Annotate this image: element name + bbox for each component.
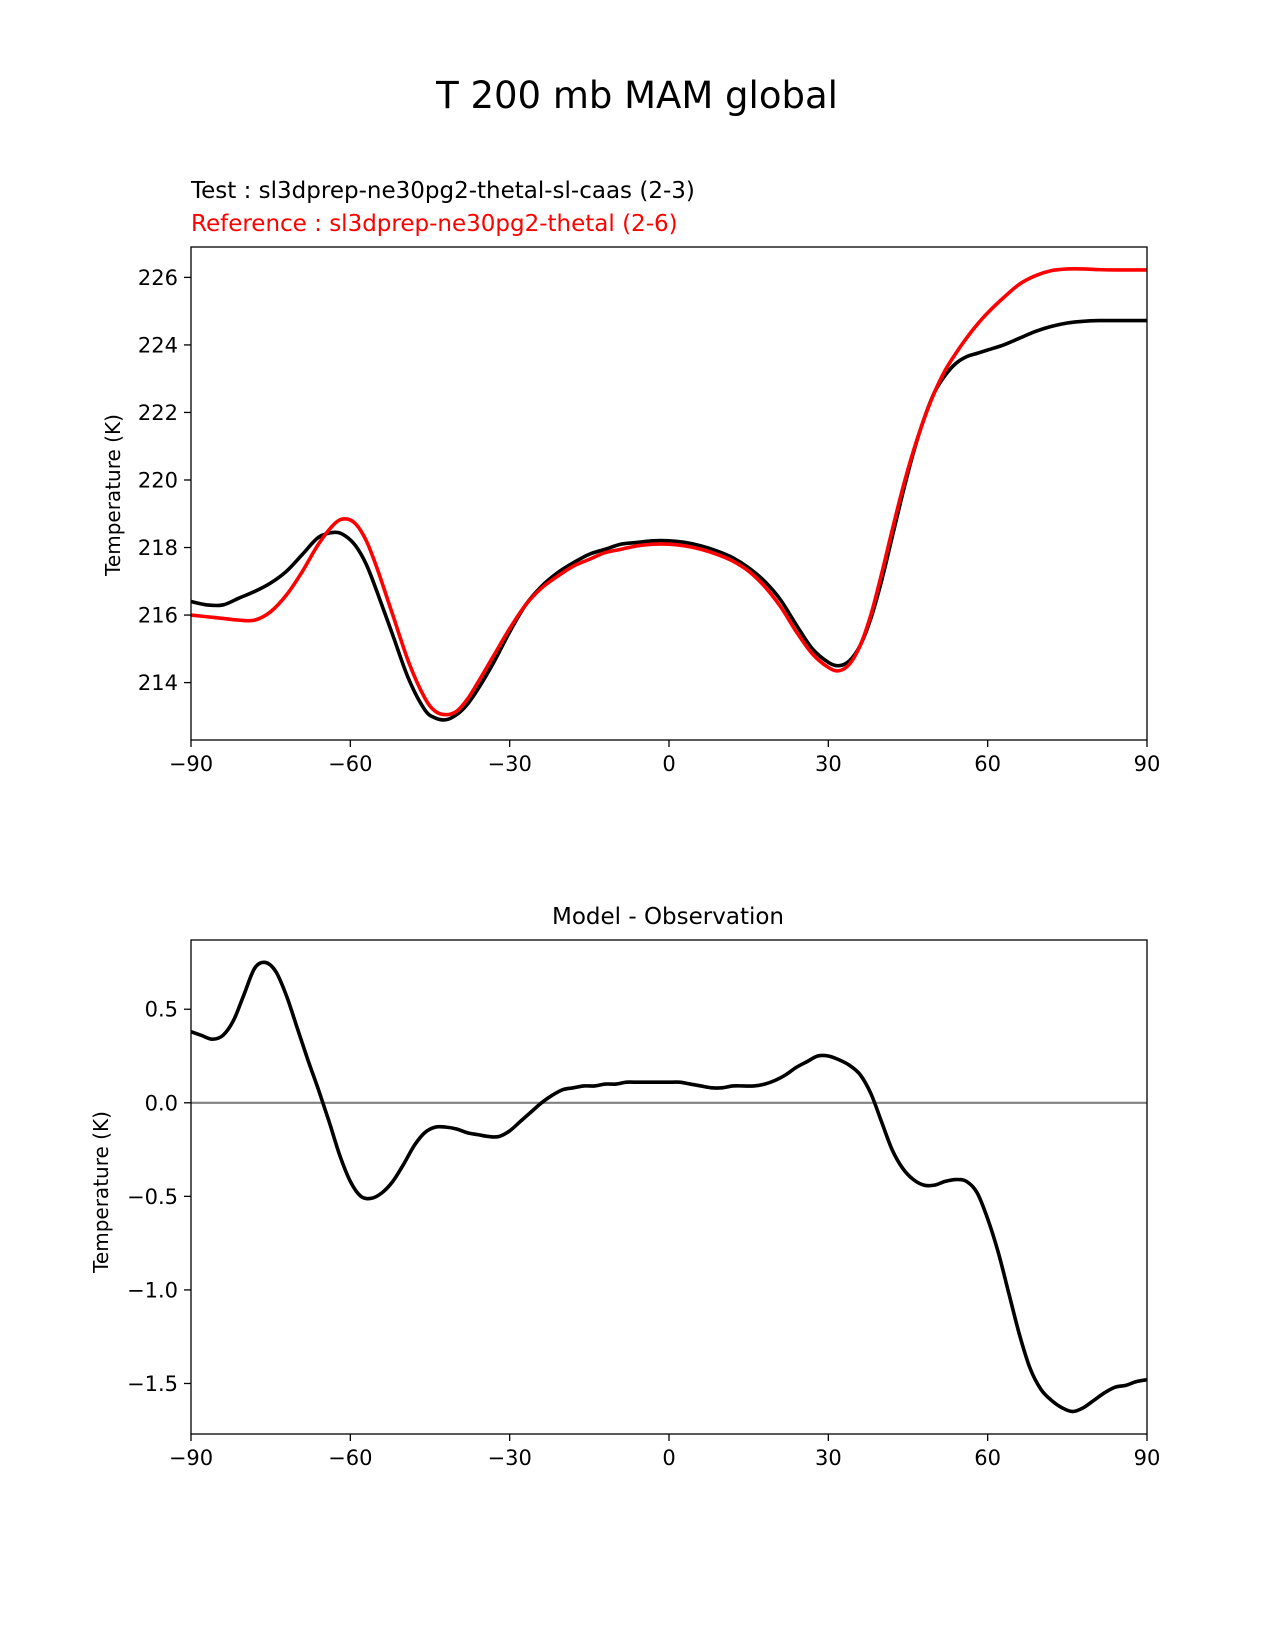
top-x-tick-label: −30 <box>488 752 532 776</box>
bottom-line-chart: Model - Observation Temperature (K) −90 −… <box>89 904 1160 1470</box>
top-y-tick-label: 222 <box>138 401 178 425</box>
top-y-tick-label: 224 <box>138 333 178 357</box>
bottom-x-tick-label: 30 <box>815 1446 842 1470</box>
top-x-tick-label: 30 <box>815 752 842 776</box>
bottom-plot-frame <box>190 939 1148 1435</box>
bottom-y-tick-label: 0.0 <box>145 1091 178 1115</box>
bottom-x-tick-label: −30 <box>488 1446 532 1470</box>
bottom-x-tick-label: 90 <box>1134 1446 1161 1470</box>
top-y-tick-label: 218 <box>138 536 178 560</box>
top-x-tick-label: 90 <box>1134 752 1161 776</box>
top-x-tick-label: 60 <box>974 752 1001 776</box>
top-x-tick-label: −90 <box>169 752 213 776</box>
bottom-x-tick-label: −60 <box>328 1446 372 1470</box>
bottom-series-line-difference <box>191 960 1147 1414</box>
bottom-y-tick-label: 0.5 <box>145 998 178 1022</box>
top-y-tick-label: 226 <box>138 266 178 290</box>
top-y-tick-label: 216 <box>138 604 178 628</box>
bottom-x-tick-label: −90 <box>169 1446 213 1470</box>
reference-label: Reference : sl3dprep-ne30pg2-thetal (2-6… <box>191 211 678 237</box>
bottom-y-tick-label: −1.5 <box>127 1372 178 1396</box>
top-line-chart: Test : sl3dprep-ne30pg2-thetal-sl-caas (… <box>101 178 1160 776</box>
top-y-tick-label: 220 <box>138 468 178 492</box>
figure-title: T 200 mb MAM global <box>435 74 838 117</box>
top-series-line-reference <box>191 266 1147 717</box>
top-series-line-test <box>191 318 1147 722</box>
bottom-y-tick-label: −1.0 <box>127 1278 178 1302</box>
top-x-tick-label: −60 <box>328 752 372 776</box>
bottom-y-tick-label: −0.5 <box>127 1185 178 1209</box>
top-y-tick-label: 214 <box>138 671 178 695</box>
bottom-y-axis-label: Temperature (K) <box>89 1111 113 1274</box>
bottom-x-tick-label: 60 <box>974 1446 1001 1470</box>
top-x-tick-label: 0 <box>662 752 675 776</box>
test-label: Test : sl3dprep-ne30pg2-thetal-sl-caas (… <box>190 178 695 204</box>
top-plot-frame <box>190 246 1148 741</box>
bottom-x-tick-label: 0 <box>662 1446 675 1470</box>
bottom-chart-title: Model - Observation <box>552 904 784 930</box>
top-y-axis-label: Temperature (K) <box>101 414 125 577</box>
